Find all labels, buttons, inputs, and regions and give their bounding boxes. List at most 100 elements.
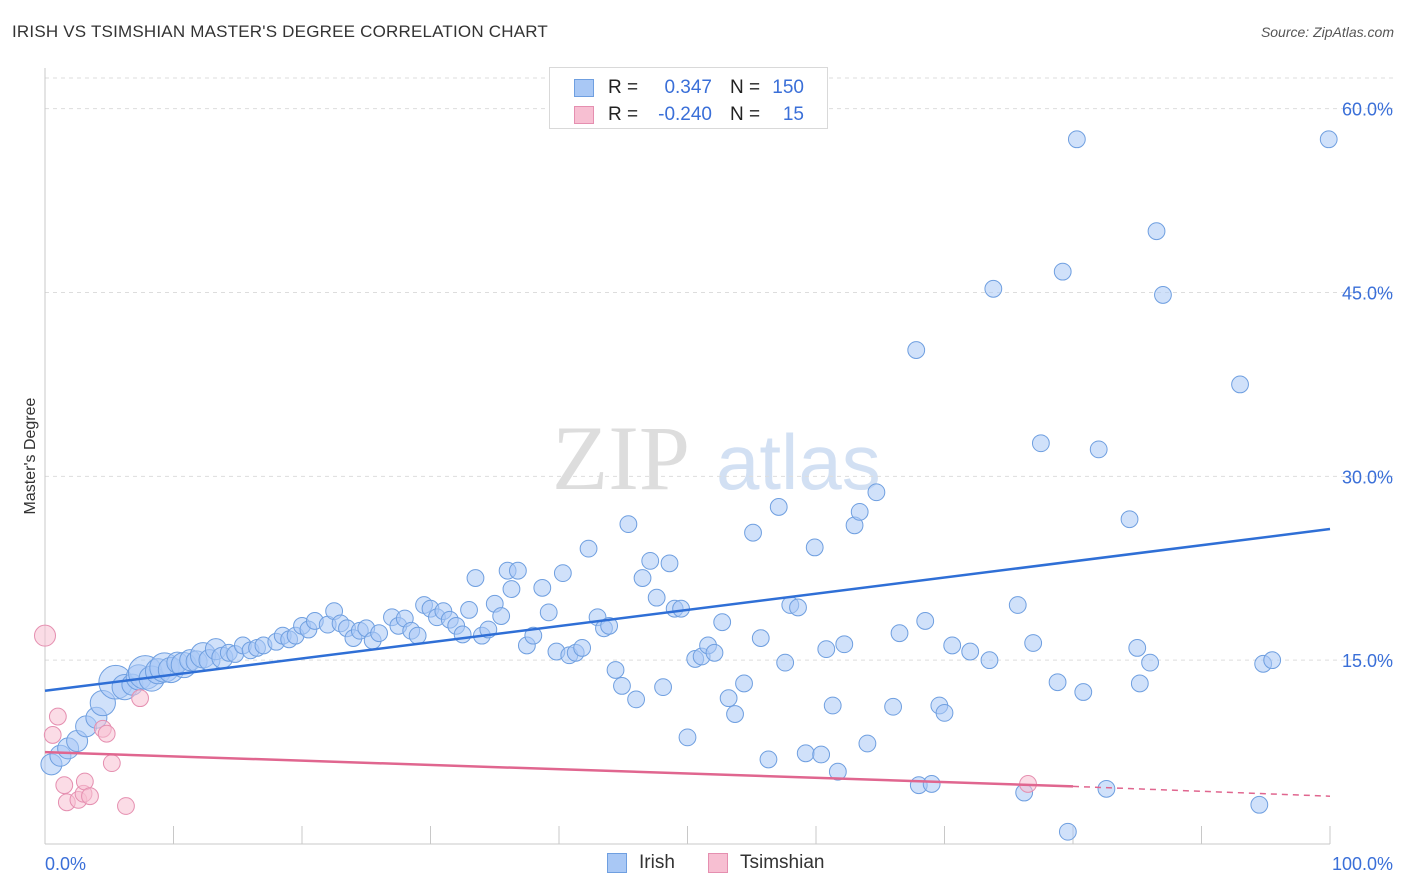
irish-point (654, 678, 672, 697)
irish-trend-line (44, 527, 1331, 693)
irish-point (1141, 653, 1159, 672)
tsimshian-r-label: R = (608, 104, 639, 125)
irish-point (835, 635, 854, 654)
irish-point (579, 539, 598, 558)
irish-point (502, 580, 521, 598)
irish-point (713, 613, 732, 632)
grid-layer (45, 77, 1395, 661)
irish-point (1263, 651, 1282, 670)
x-tick-label: 100.0% (1332, 854, 1393, 874)
y-axis-title: Master's Degree (22, 397, 39, 514)
irish-point (1074, 683, 1093, 701)
chart-title: IRISH VS TSIMSHIAN MASTER'S DEGREE CORRE… (12, 22, 549, 41)
irish-point (719, 689, 738, 708)
tsimshian-n-value: 15 (782, 104, 804, 125)
legend-correlation: R = 0.347 N = 150 R = -0.240 N = 15 (549, 67, 828, 129)
tsimshian-trend-line (44, 750, 1074, 788)
irish-point (460, 601, 478, 619)
irish-point (672, 599, 690, 618)
legend-row-irish: R = 0.347 N = 150 (550, 73, 827, 101)
irish-point (823, 696, 842, 715)
irish-point (796, 744, 815, 763)
irish-point (1067, 130, 1086, 149)
irish-point (660, 554, 679, 573)
tsimshian-point (48, 707, 67, 726)
irish-point (850, 502, 869, 521)
irish-point (980, 651, 999, 670)
tsimshian-point (34, 624, 56, 647)
irish-point (524, 626, 543, 645)
irish-point (647, 588, 666, 607)
irish-point (1128, 639, 1147, 657)
irish-point (408, 626, 427, 645)
y-tick-label: 30.0% (1342, 467, 1393, 487)
irish-point (678, 728, 697, 747)
irish-point (1089, 440, 1108, 459)
watermark-atlas: atlas (716, 418, 881, 506)
tsimshian-point (131, 689, 149, 708)
irish-point (744, 523, 762, 542)
irish-point (759, 750, 778, 769)
irish-point (1024, 634, 1043, 652)
irish-point (961, 642, 980, 661)
tick-label-layer: 15.0% 30.0% 45.0% 60.0% 0.0% 100.0% (45, 100, 1393, 874)
irish-point (1058, 822, 1077, 841)
irish-point (600, 616, 619, 635)
irish-point (466, 569, 485, 587)
irish-point (751, 629, 770, 647)
irish-point (1130, 674, 1149, 693)
irish-n-label: N = (730, 77, 761, 98)
irish-point (613, 676, 631, 695)
irish-point (890, 624, 909, 643)
watermark: ZIP atlas (552, 407, 881, 509)
tsimshian-trend-extension (1072, 785, 1331, 797)
irish-swatch (574, 79, 594, 97)
watermark-zip: ZIP (552, 407, 690, 509)
irish-point (641, 551, 660, 570)
irish-point (805, 538, 824, 557)
irish-point (776, 653, 795, 672)
irish-point (943, 636, 962, 655)
irish-point (1231, 375, 1249, 394)
irish-point (1250, 795, 1269, 814)
tsimshian-legend-label: Tsimshian (740, 852, 825, 873)
trend-layer (44, 527, 1331, 797)
irish-point (922, 775, 941, 793)
irish-point (735, 674, 753, 693)
chart-source: Source: ZipAtlas.com (1260, 24, 1394, 40)
tsimshian-point (81, 787, 99, 806)
tsimshian-n-label: N = (730, 104, 761, 125)
irish-point (1048, 673, 1067, 692)
irish-legend-label: Irish (639, 852, 675, 873)
irish-n-value: 150 (772, 77, 804, 98)
irish-legend-swatch (607, 853, 627, 873)
irish-r-value: 0.347 (664, 77, 712, 98)
tsimshian-point (43, 726, 62, 744)
y-tick-label: 45.0% (1342, 283, 1393, 303)
irish-point (984, 279, 1003, 298)
irish-point (453, 625, 472, 644)
irish-point (370, 624, 389, 643)
irish-point (858, 734, 877, 753)
irish-point (812, 745, 831, 764)
irish-point (606, 661, 625, 679)
irish-point (1120, 510, 1139, 529)
irish-point (867, 483, 886, 502)
irish-point (539, 603, 558, 622)
irish-point (619, 515, 638, 534)
irish-point (533, 578, 552, 597)
irish-point (789, 598, 807, 617)
tsimshian-point (97, 724, 116, 743)
tsimshian-point (55, 776, 74, 795)
irish-point (1053, 262, 1072, 281)
legend-row-tsimshian: R = -0.240 N = 15 (550, 100, 827, 128)
irish-point (553, 564, 572, 583)
irish-point (705, 643, 724, 662)
irish-r-label: R = (608, 77, 639, 98)
irish-point (633, 569, 652, 587)
irish-point (769, 498, 788, 516)
irish-point (1147, 222, 1166, 241)
irish-point (508, 561, 527, 580)
x-tick-label: 0.0% (45, 854, 86, 874)
tsimshian-point (117, 797, 135, 815)
